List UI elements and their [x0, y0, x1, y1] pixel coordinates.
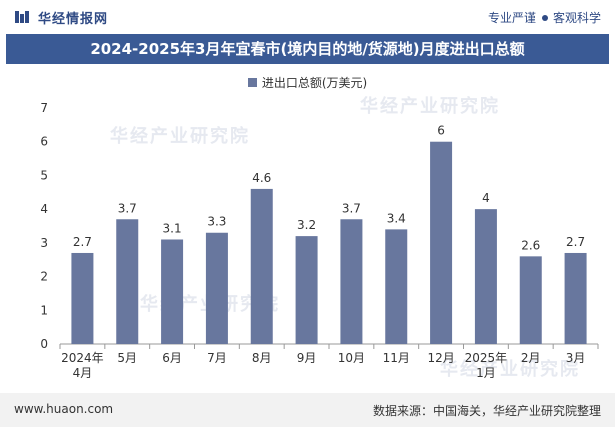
legend-label: 进出口总额(万美元) — [261, 76, 368, 90]
y-tick-label: 2 — [40, 270, 48, 284]
bar — [250, 188, 273, 344]
x-tick-label: 3月 — [566, 351, 586, 365]
data-label: 3.2 — [297, 218, 316, 232]
x-tick-label: 11月 — [383, 351, 410, 365]
y-tick-label: 5 — [40, 168, 48, 182]
y-tick-label: 1 — [40, 303, 48, 317]
bar — [519, 256, 542, 344]
data-label: 3.3 — [207, 215, 226, 229]
x-tick-label: 8月 — [252, 351, 272, 365]
tagline: 专业严谨 客观科学 — [488, 9, 601, 26]
bar — [340, 219, 363, 344]
legend-swatch — [247, 78, 257, 87]
y-tick-label: 0 — [40, 337, 48, 351]
footer-source: 数据来源：中国海关，华经产业研究院整理 — [372, 404, 601, 418]
brand-name: 华经情报网 — [38, 12, 109, 27]
logo-icon — [15, 11, 29, 23]
bar — [161, 239, 184, 344]
y-tick-label: 7 — [40, 101, 48, 115]
x-tick-label: 1月 — [476, 366, 496, 380]
chart-title: 2024-2025年3月年宜春市(境内目的地/货源地)月度进出口总额 — [90, 40, 525, 58]
tagline-left: 专业严谨 — [487, 11, 536, 25]
x-tick-label: 2024年 — [61, 351, 104, 365]
chart-legend: 进出口总额(万美元) — [0, 74, 615, 91]
x-tick-label: 2月 — [521, 351, 541, 365]
x-tick-label: 4月 — [73, 366, 93, 380]
footer: www.huaon.com 数据来源：中国海关，华经产业研究院整理 — [0, 393, 615, 427]
data-label: 3.4 — [387, 211, 406, 225]
data-label: 2.7 — [73, 235, 92, 249]
x-tick-label: 6月 — [162, 351, 182, 365]
bar — [474, 209, 497, 344]
bar — [564, 252, 587, 344]
footer-website[interactable]: www.huaon.com — [14, 402, 114, 416]
y-tick-label: 6 — [40, 135, 48, 149]
data-label: 4.6 — [252, 171, 271, 185]
y-tick-label: 3 — [40, 236, 48, 250]
data-label: 3.7 — [118, 201, 137, 215]
x-tick-label: 2025年 — [465, 351, 508, 365]
top-bar: 华经情报网 专业严谨 客观科学 — [0, 0, 615, 34]
y-tick-label: 4 — [40, 202, 48, 216]
bar — [116, 219, 139, 344]
bar — [71, 252, 94, 344]
data-label: 3.1 — [163, 221, 182, 235]
data-label: 2.7 — [566, 235, 585, 249]
data-label: 4 — [482, 191, 490, 205]
watermark-text: 华经产业研究院 — [110, 126, 250, 147]
x-tick-label: 12月 — [427, 351, 454, 365]
x-tick-label: 10月 — [338, 351, 365, 365]
x-tick-label: 7月 — [207, 351, 227, 365]
watermark-text: 华经产业研究院 — [360, 96, 500, 117]
x-tick-label: 9月 — [297, 351, 317, 365]
data-label: 3.7 — [342, 201, 361, 215]
watermark-text: 华经产业研究院 — [440, 359, 580, 380]
tagline-right: 客观科学 — [552, 11, 601, 25]
bar — [385, 229, 408, 344]
x-tick-label: 5月 — [117, 351, 137, 365]
bullet-icon — [541, 15, 548, 21]
data-label: 6 — [437, 124, 445, 138]
bar — [430, 141, 453, 344]
bar — [295, 236, 318, 344]
bar — [205, 232, 228, 344]
data-label: 2.6 — [521, 238, 540, 252]
title-bar: 2024-2025年3月年宜春市(境内目的地/货源地)月度进出口总额 — [6, 34, 609, 64]
